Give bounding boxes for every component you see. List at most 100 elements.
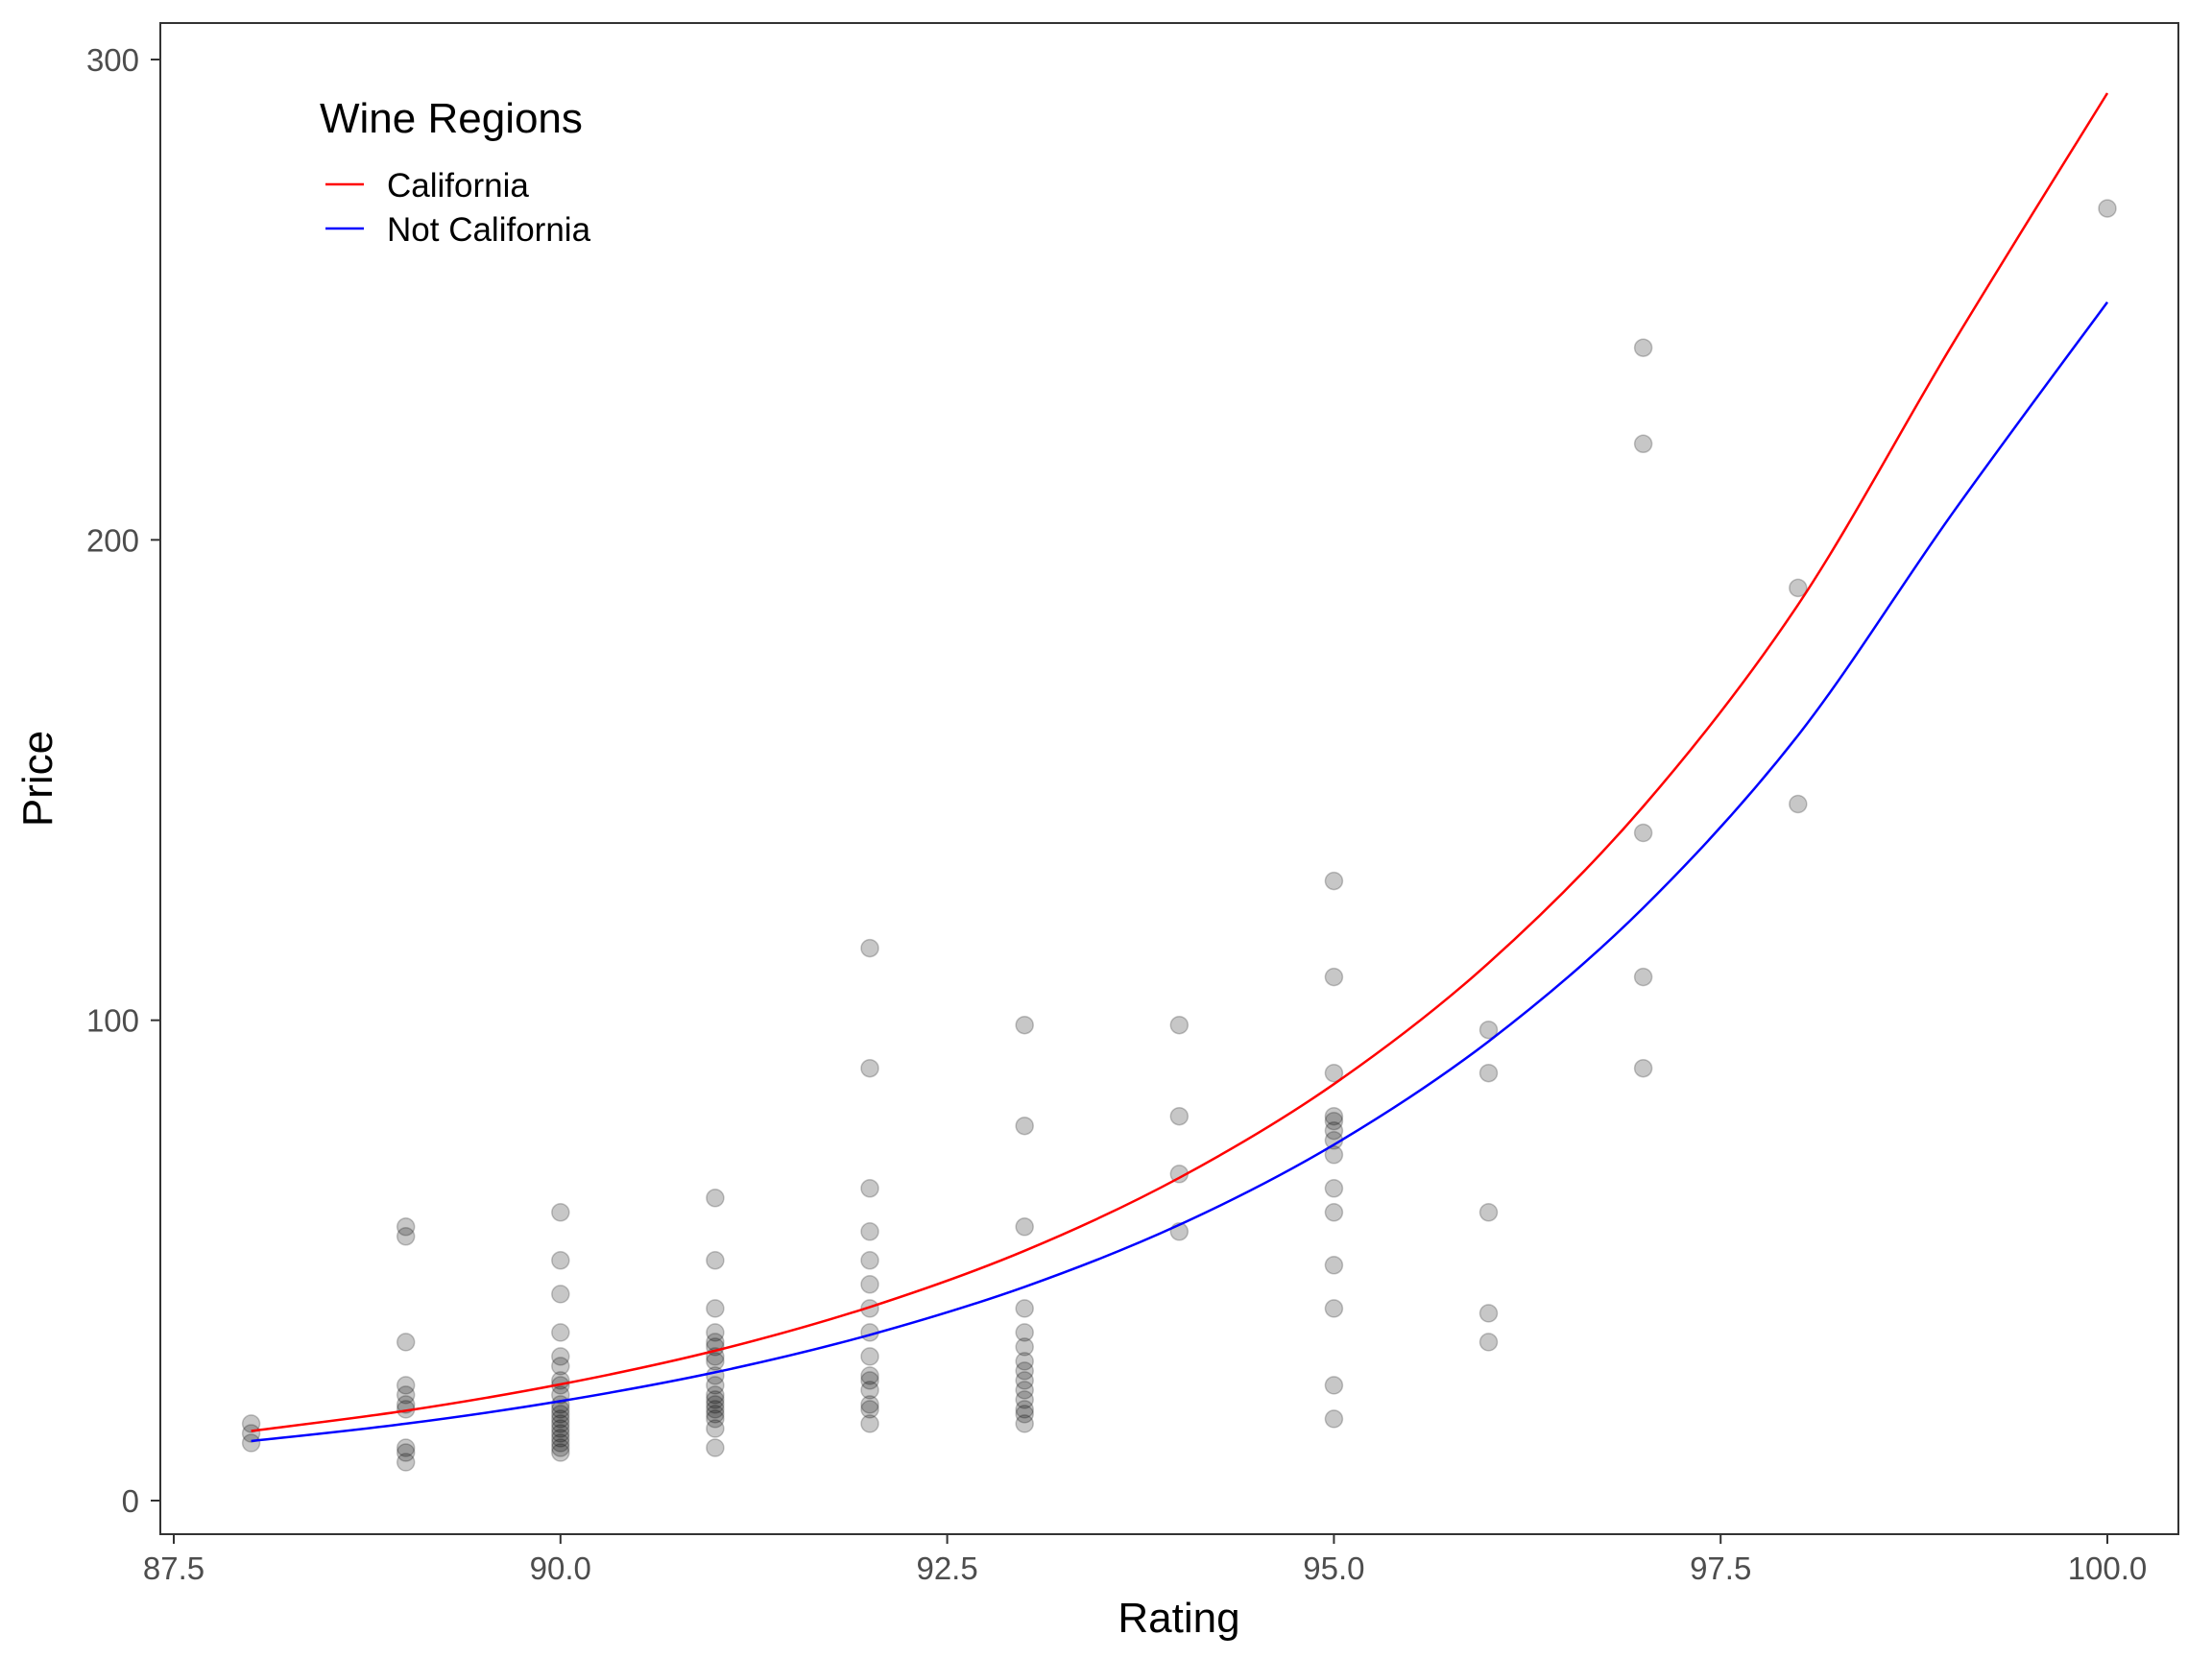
scatter-point	[396, 1217, 416, 1237]
scatter-point	[706, 1395, 725, 1414]
scatter-point	[1633, 823, 1653, 843]
scatter-point	[1015, 1352, 1034, 1371]
x-tick-label: 90.0	[530, 1551, 591, 1586]
scatter-point	[706, 1419, 725, 1438]
y-tick-label: 100	[86, 1003, 139, 1039]
scatter-point	[1324, 1179, 1344, 1198]
scatter-point	[1324, 1256, 1344, 1275]
scatter-point	[1015, 1414, 1034, 1433]
legend: Wine Regions California Not California	[320, 95, 591, 249]
legend-label-california: California	[387, 167, 529, 204]
legend-title: Wine Regions	[320, 95, 583, 142]
scatter-point	[706, 1385, 725, 1405]
y-tick-label: 300	[86, 42, 139, 78]
x-tick-label: 92.5	[916, 1551, 977, 1586]
scatter-point	[1479, 1333, 1499, 1352]
scatter-point	[860, 1395, 879, 1414]
scatter-point	[1015, 1299, 1034, 1318]
scatter-point	[1633, 338, 1653, 357]
scatter-point	[1479, 1063, 1499, 1083]
scatter-point	[396, 1385, 416, 1405]
scatter-point	[1324, 871, 1344, 891]
scatter-point	[396, 1438, 416, 1457]
scatter-point	[1015, 1400, 1034, 1419]
scatter-point	[1169, 1015, 1190, 1035]
series-line-california	[251, 92, 2109, 1432]
scatter-point	[551, 1203, 570, 1222]
scatter-point	[1015, 1323, 1034, 1342]
scatter-point	[706, 1438, 725, 1457]
x-tick-label: 95.0	[1303, 1551, 1364, 1586]
scatter-point	[706, 1299, 725, 1318]
scatter-point	[706, 1189, 725, 1208]
scatter-point	[1169, 1106, 1190, 1126]
y-tick-label: 0	[122, 1483, 139, 1519]
scatter-point	[1324, 967, 1344, 987]
x-axis: 87.5 90.0 92.5 95.0 97.5 100.0	[143, 1533, 2147, 1586]
scatter-point	[706, 1376, 725, 1395]
scatter-point	[1324, 1111, 1344, 1131]
scatter-point	[860, 1414, 879, 1433]
series-line-not-california	[251, 301, 2109, 1443]
scatter-point	[1015, 1337, 1034, 1357]
scatter-point	[551, 1419, 570, 1438]
scatter-point	[706, 1390, 725, 1409]
scatter-point	[706, 1409, 725, 1429]
scatter-point	[551, 1438, 570, 1457]
curves-layer	[251, 92, 2109, 1443]
scatter-point	[1015, 1217, 1034, 1237]
scatter-point	[396, 1333, 416, 1352]
scatter-point	[860, 1400, 879, 1419]
scatter-point	[1324, 1299, 1344, 1318]
scatter-point	[1633, 434, 1653, 454]
scatter-point	[1324, 1203, 1344, 1222]
scatter-point	[706, 1251, 725, 1270]
y-tick-label: 200	[86, 522, 139, 558]
scatter-point	[1324, 1106, 1344, 1126]
scatter-point	[1015, 1361, 1034, 1381]
scatter-point	[706, 1400, 725, 1419]
scatter-point	[551, 1357, 570, 1376]
scatter-point	[551, 1443, 570, 1462]
scatter-point	[1789, 578, 1808, 598]
x-axis-title: Rating	[1118, 1595, 1239, 1642]
scatter-point	[1324, 1120, 1344, 1141]
scatter-point	[396, 1227, 416, 1246]
scatter-point	[1324, 1409, 1344, 1429]
points-layer	[241, 199, 2117, 1472]
scatter-point	[241, 1424, 261, 1443]
scatter-point	[551, 1429, 570, 1448]
scatter-point	[1015, 1371, 1034, 1390]
scatter-point	[860, 1179, 879, 1198]
scatter-point	[1633, 967, 1653, 987]
scatter-point	[1479, 1020, 1499, 1040]
scatter-point	[551, 1433, 570, 1453]
scatter-point	[1789, 794, 1808, 814]
x-tick-label: 97.5	[1690, 1551, 1751, 1586]
scatter-point	[551, 1251, 570, 1270]
scatter-point	[241, 1433, 261, 1453]
scatter-point	[706, 1405, 725, 1424]
scatter-point	[1479, 1304, 1499, 1323]
scatter-point	[396, 1395, 416, 1414]
scatter-point	[551, 1409, 570, 1429]
scatter-point	[860, 1058, 879, 1078]
scatter-point	[860, 1251, 879, 1270]
scatter-point	[551, 1405, 570, 1424]
x-tick-label: 87.5	[143, 1551, 204, 1586]
scatter-point	[860, 1299, 879, 1318]
scatter-point	[551, 1424, 570, 1443]
scatter-point	[241, 1414, 261, 1433]
scatter-point	[1015, 1390, 1034, 1409]
legend-label-not-california: Not California	[387, 211, 591, 249]
scatter-point	[1479, 1203, 1499, 1222]
scatter-point	[396, 1443, 416, 1462]
y-axis: 0 100 200 300	[86, 42, 160, 1519]
scatter-point	[1324, 1376, 1344, 1395]
scatter-point	[706, 1352, 725, 1371]
scatter-point	[551, 1414, 570, 1433]
scatter-point	[1324, 1145, 1344, 1165]
scatter-point	[860, 1347, 879, 1366]
